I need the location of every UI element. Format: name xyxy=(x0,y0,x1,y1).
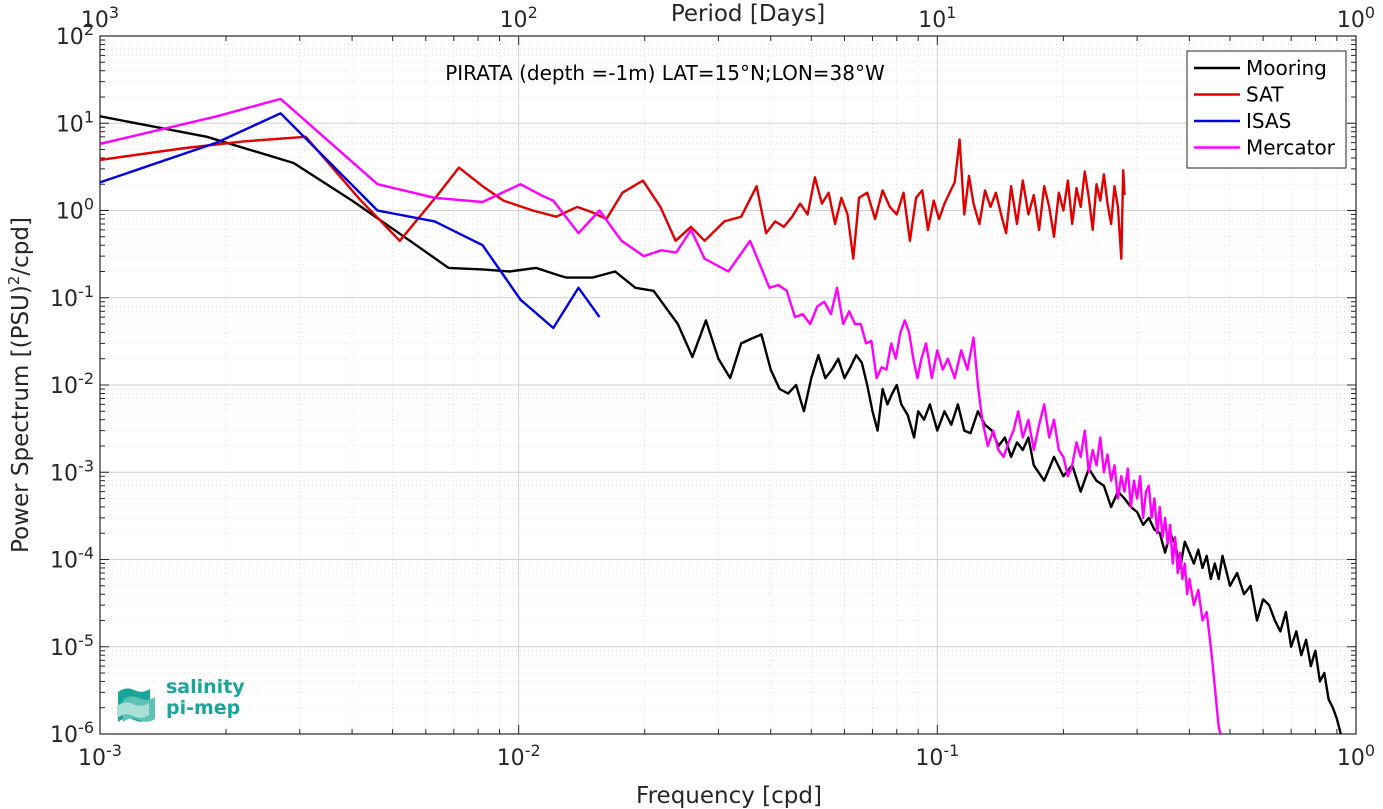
y-tick-label: 10-5 xyxy=(50,630,94,661)
logo-line-2: pi-mep xyxy=(166,697,240,719)
y-tick-label: 10-3 xyxy=(50,456,94,487)
top-tick-label: 100 xyxy=(1337,3,1375,34)
top-axis-title: Period [Days] xyxy=(671,1,825,27)
x-tick-labels: 10-3 10-2 10-1 100 xyxy=(78,741,1375,772)
y-axis-title-superscript: 2 xyxy=(5,276,23,286)
series-lines xyxy=(100,97,1342,734)
legend-label-isas: ISAS xyxy=(1246,109,1291,133)
y-tick-labels: 102 101 100 10-1 10-2 10-3 10-4 10-5 10-6 xyxy=(50,20,94,749)
y-tick-label: 10-6 xyxy=(50,718,94,749)
y-tick-label: 101 xyxy=(56,107,94,138)
series-line-isas xyxy=(100,112,601,330)
top-tick-labels: 103 102 101 100 xyxy=(81,3,1375,34)
y-axis-title: Power Spectrum [(PSU)2/cpd] xyxy=(5,217,34,553)
legend-label-mercator: Mercator xyxy=(1246,136,1336,160)
x-axis-title: Frequency [cpd] xyxy=(636,783,822,809)
y-tick-label: 102 xyxy=(56,20,94,51)
top-tick-label: 101 xyxy=(918,3,956,34)
y-tick-label: 10-2 xyxy=(50,369,94,400)
top-tick-label: 102 xyxy=(500,3,538,34)
series-line-mooring xyxy=(100,115,1342,734)
logo-waves-icon xyxy=(117,688,155,722)
major-grid xyxy=(100,36,1356,734)
legend-label-sat: SAT xyxy=(1246,83,1284,107)
y-tick-label: 100 xyxy=(56,194,94,225)
x-tick-label: 100 xyxy=(1337,741,1375,772)
logo-line-1: salinity xyxy=(166,676,245,698)
series-line-sat xyxy=(100,135,1126,260)
salinity-pi-mep-logo: salinity pi-mep xyxy=(117,676,245,722)
top-tick-label: 103 xyxy=(81,3,119,34)
legend-label-mooring: Mooring xyxy=(1246,56,1327,80)
x-tick-label: 10-3 xyxy=(78,741,122,772)
y-tick-label: 10-1 xyxy=(50,281,94,312)
series-line-mercator xyxy=(100,97,1222,734)
chart-title: PIRATA (depth =-1m) LAT=15°N;LON=38°W xyxy=(445,61,885,85)
y-tick-label: 10-4 xyxy=(50,543,94,574)
x-tick-label: 10-1 xyxy=(915,741,959,772)
x-tick-label: 10-2 xyxy=(497,741,541,772)
